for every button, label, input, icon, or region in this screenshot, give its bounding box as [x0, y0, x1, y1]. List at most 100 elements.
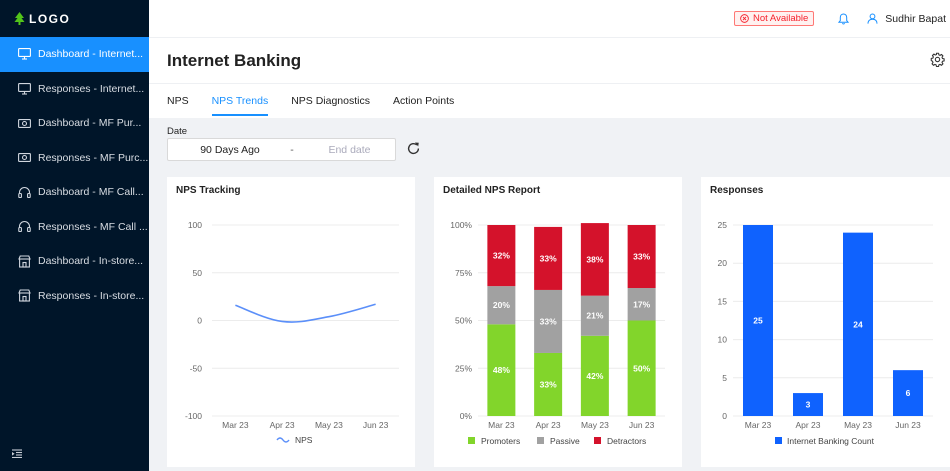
y-tick-label: -50	[190, 363, 203, 373]
data-label: 32%	[493, 251, 510, 261]
tab-nps-diagnostics[interactable]: NPS Diagnostics	[291, 95, 370, 107]
sidebar-item-responses-mf-call[interactable]: Responses - MF Call ...	[0, 210, 149, 245]
passive-bar	[627, 288, 656, 321]
promoters-bar	[487, 324, 516, 416]
sidebar-item-label: Dashboard - MF Pur...	[38, 117, 142, 130]
data-label: 6	[906, 388, 911, 398]
nps-series-line	[235, 303, 376, 323]
y-tick-label: 10	[718, 335, 728, 345]
page-header: Internet Banking	[149, 37, 950, 83]
tab-nps-trends[interactable]: NPS Trends	[211, 84, 268, 118]
close-circle-icon	[740, 14, 749, 23]
data-label: 3	[806, 400, 811, 410]
y-tick-label: 50%	[455, 316, 472, 326]
logo[interactable]: LOGO	[0, 0, 149, 37]
sidebar: LOGO Dashboard - Internet... Responses - …	[0, 0, 149, 471]
y-tick-label: -100	[185, 411, 202, 421]
sidebar-item-responses-in-store[interactable]: Responses - In-store...	[0, 279, 149, 314]
passive-bar	[487, 286, 516, 325]
x-tick-label: Mar 23	[745, 420, 772, 430]
legend-swatch	[594, 437, 601, 444]
status-text: Not Available	[753, 13, 809, 24]
end-date-input[interactable]: End date	[328, 143, 371, 156]
status-badge: Not Available	[734, 11, 815, 26]
card-title: Detailed NPS Report	[443, 185, 541, 196]
sidebar-item-label: Dashboard - Internet...	[38, 48, 144, 61]
menu-collapse-icon[interactable]	[12, 445, 22, 463]
detailed-nps-report-card: Detailed NPS Report 0% 25% 50% 75% 100% 48% 20…	[434, 177, 682, 467]
date-range-picker[interactable]: 90 Days Ago - End date	[167, 138, 396, 161]
user-menu[interactable]: Sudhir Bapat	[867, 13, 946, 25]
legend-swatch	[468, 437, 475, 444]
data-label: 38%	[586, 254, 603, 264]
date-separator: -	[290, 143, 294, 156]
x-tick-label: Jun 23	[629, 420, 655, 430]
y-tick-label: 0	[722, 411, 727, 421]
desktop-icon	[17, 47, 31, 61]
y-tick-label: 25%	[455, 363, 472, 373]
desktop-icon	[17, 82, 31, 96]
sidebar-item-label: Dashboard - In-store...	[38, 255, 144, 268]
x-tick-label: May 23	[315, 420, 343, 430]
y-tick-label: 75%	[455, 268, 472, 278]
data-label: 20%	[493, 300, 510, 310]
sidebar-item-responses-mf-purc[interactable]: Responses - MF Purc...	[0, 141, 149, 176]
legend-line-icon	[276, 437, 290, 443]
legend-label: Promoters	[481, 436, 520, 446]
legend-label: Internet Banking Count	[787, 436, 875, 446]
gear-icon[interactable]	[930, 52, 945, 72]
x-tick-label: May 23	[581, 420, 609, 430]
page-title: Internet Banking	[167, 50, 302, 70]
y-tick-label: 100	[188, 220, 202, 230]
data-label: 17%	[633, 299, 650, 309]
data-label: 50%	[633, 363, 650, 373]
responses-chart: 0 5 10 15 20 25 25 Mar 23 3 Apr 23 24 May 23 6 Jun 23…	[718, 220, 933, 446]
detractors-bar	[487, 225, 516, 287]
legend-label: Passive	[550, 436, 580, 446]
money-icon	[17, 116, 31, 130]
data-label: 33%	[540, 379, 557, 389]
tabs: NPS NPS Trends NPS Diagnostics Action Po…	[149, 83, 950, 118]
headset-icon	[17, 185, 31, 199]
tree-logo-icon	[14, 12, 25, 25]
x-tick-label: May 23	[844, 420, 872, 430]
passive-bar	[580, 295, 609, 336]
detractors-bar	[580, 223, 609, 296]
refresh-icon[interactable]	[406, 141, 421, 161]
promoters-bar	[534, 352, 563, 416]
tab-nps[interactable]: NPS	[167, 95, 189, 107]
responses-card: Responses 0 5 10 15 20 25 25 Mar 23 3 Apr 23 24 May…	[701, 177, 950, 467]
promoters-bar	[627, 320, 656, 416]
sidebar-item-label: Responses - MF Purc...	[38, 151, 149, 164]
responses-bar	[793, 393, 823, 416]
bell-icon[interactable]	[838, 12, 850, 25]
data-label: 24	[853, 319, 863, 329]
sidebar-item-dashboard-in-store[interactable]: Dashboard - In-store...	[0, 244, 149, 279]
data-label: 42%	[586, 371, 603, 381]
nps-tracking-chart: 100 50 0 -50 -100 Mar 23 Apr 23 May 23 Jun 23 NPS	[185, 220, 399, 445]
top-bar: Not Available Sudhir Bapat	[149, 0, 950, 37]
logo-text: LOGO	[29, 11, 71, 26]
passive-bar	[534, 289, 563, 353]
data-label: 33%	[540, 253, 557, 263]
headset-icon	[17, 220, 31, 234]
sidebar-item-dashboard-internet[interactable]: Dashboard - Internet...	[0, 37, 149, 72]
legend-label: NPS	[295, 435, 313, 445]
data-label: 33%	[540, 316, 557, 326]
card-title: NPS Tracking	[176, 185, 241, 196]
x-tick-label: Jun 23	[363, 420, 389, 430]
user-icon	[867, 13, 878, 24]
shop-icon	[17, 289, 31, 303]
card-title: Responses	[710, 185, 764, 196]
responses-bar	[893, 370, 923, 416]
legend-swatch	[537, 437, 544, 444]
tab-action-points[interactable]: Action Points	[392, 95, 455, 107]
shop-icon	[17, 254, 31, 268]
sidebar-item-responses-internet[interactable]: Responses - Internet...	[0, 72, 149, 107]
start-date-input[interactable]: 90 Days Ago	[200, 143, 260, 156]
y-tick-label: 50	[193, 268, 203, 278]
sidebar-item-dashboard-mf-pur[interactable]: Dashboard - MF Pur...	[0, 106, 149, 141]
sidebar-item-label: Responses - In-store...	[38, 289, 145, 302]
x-tick-label: Apr 23	[536, 420, 561, 430]
sidebar-item-dashboard-mf-call[interactable]: Dashboard - MF Call...	[0, 175, 149, 210]
